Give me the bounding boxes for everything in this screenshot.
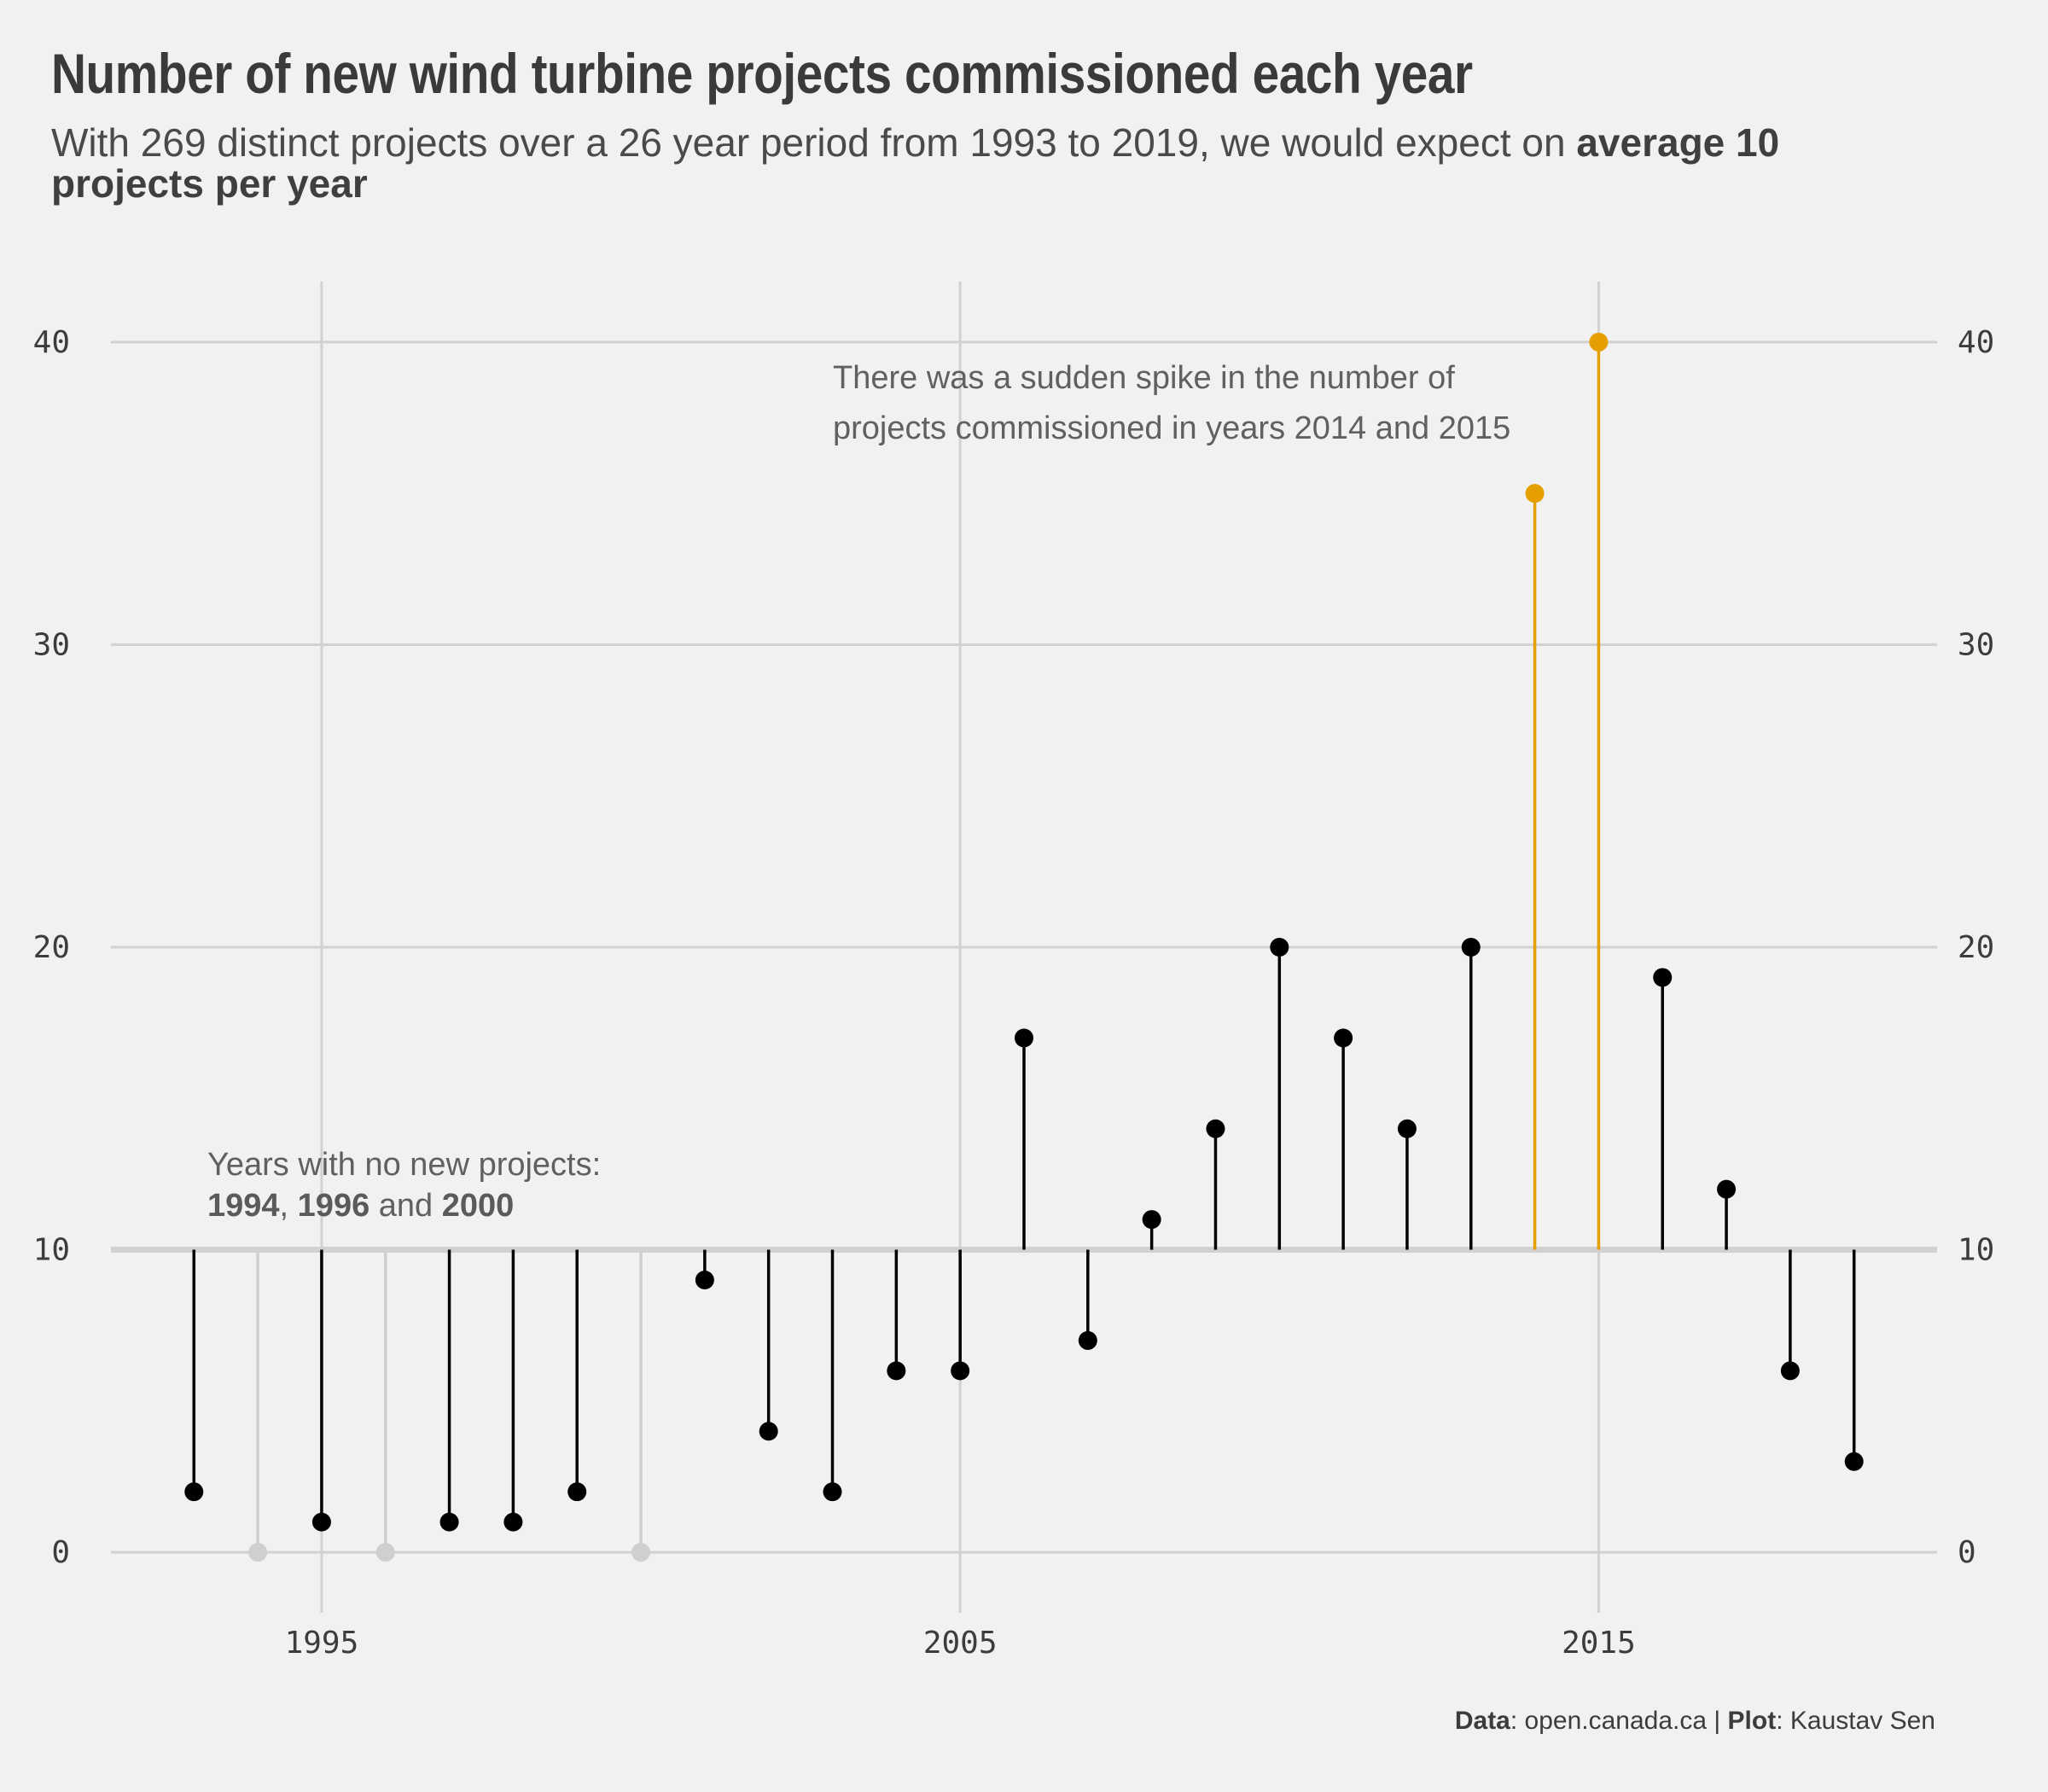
point-2001 — [695, 1271, 714, 1289]
y-tick-label-left: 40 — [33, 325, 70, 360]
point-1997 — [439, 1512, 459, 1532]
point-2009 — [1206, 1119, 1225, 1138]
spike-annotation-line2: projects commissioned in years 2014 and … — [833, 410, 1510, 446]
point-2005 — [951, 1361, 970, 1381]
x-tick-label: 1995 — [285, 1626, 359, 1661]
caption-plot-label: Plot — [1727, 1707, 1777, 1735]
chart-caption: Data: open.canada.ca | Plot: Kaustav Sen — [1455, 1707, 1935, 1736]
no-projects-year-1994: 1994 — [207, 1188, 280, 1224]
no-projects-annotation-line2: 1994, 1996 and 2000 — [207, 1188, 514, 1224]
point-2000 — [631, 1543, 651, 1562]
y-tick-label-right: 10 — [1958, 1233, 1994, 1268]
point-2018 — [1780, 1361, 1800, 1381]
no-projects-separator-2: and — [369, 1188, 442, 1224]
no-projects-separator-1: , — [280, 1188, 298, 1224]
points — [184, 332, 1864, 1562]
caption-data-label: Data — [1454, 1707, 1510, 1735]
no-projects-annotation-line1: Years with no new projects: — [207, 1147, 601, 1183]
point-2002 — [759, 1422, 778, 1441]
point-1998 — [503, 1512, 523, 1532]
point-2004 — [887, 1361, 906, 1381]
stems — [192, 341, 1856, 1553]
point-2019 — [1844, 1452, 1864, 1471]
point-2016 — [1653, 968, 1673, 987]
axis-ticks: 0 0 10 10 20 20 30 30 40 40 1995 2005 2015 — [33, 325, 1995, 1661]
x-tick-label: 2015 — [1562, 1626, 1636, 1661]
point-2015 — [1589, 332, 1609, 352]
chart-title: Number of new wind turbine projects comm… — [51, 42, 1473, 105]
y-tick-label-right: 20 — [1958, 930, 1994, 965]
caption-data-source: : open.canada.ca | — [1510, 1707, 1728, 1735]
point-2014 — [1525, 484, 1545, 503]
point-2010 — [1270, 938, 1289, 957]
point-1994 — [248, 1543, 268, 1562]
y-tick-label-right: 40 — [1958, 325, 1994, 360]
point-2003 — [823, 1482, 842, 1502]
point-2012 — [1397, 1119, 1417, 1138]
point-1993 — [184, 1482, 204, 1502]
x-tick-label: 2005 — [923, 1626, 998, 1661]
subtitle-text: With 269 distinct projects over a 26 yea… — [51, 120, 1577, 165]
point-2008 — [1142, 1210, 1161, 1230]
caption-plot-author: : Kaustav Sen — [1776, 1707, 1935, 1735]
chart-subtitle: With 269 distinct projects over a 26 yea… — [51, 122, 1929, 205]
y-tick-label-left: 10 — [33, 1233, 70, 1268]
no-projects-year-2000: 2000 — [442, 1188, 515, 1224]
point-1995 — [311, 1512, 331, 1532]
point-2011 — [1334, 1028, 1353, 1048]
y-tick-label-left: 0 — [51, 1535, 70, 1570]
point-1996 — [375, 1543, 395, 1562]
point-2017 — [1717, 1179, 1737, 1199]
no-projects-year-1996: 1996 — [298, 1188, 370, 1224]
y-tick-label-left: 30 — [33, 627, 70, 662]
point-1999 — [567, 1482, 587, 1502]
spike-annotation-line1: There was a sudden spike in the number o… — [833, 360, 1455, 396]
y-tick-label-right: 0 — [1958, 1535, 1976, 1570]
subtitle-emphasis: average 10 projects per year — [51, 120, 1780, 207]
point-2006 — [1015, 1028, 1033, 1048]
y-tick-label-right: 30 — [1958, 627, 1994, 662]
point-2013 — [1461, 938, 1481, 957]
y-tick-label-left: 20 — [33, 930, 70, 965]
point-2007 — [1078, 1330, 1097, 1350]
